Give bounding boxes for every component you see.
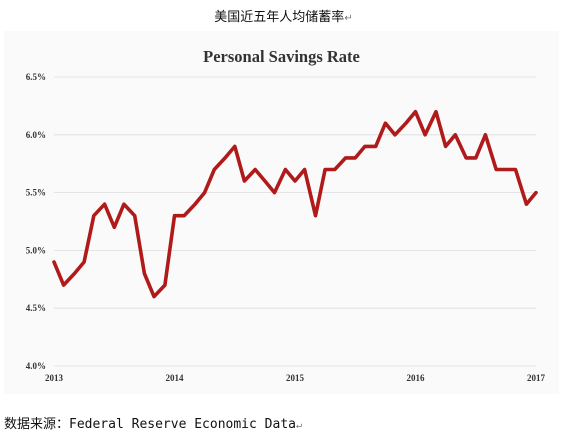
x-tick-label: 2015: [286, 373, 305, 383]
document-title-text: 美国近五年人均储蓄率: [214, 10, 345, 25]
y-tick-label: 4.0%: [26, 361, 46, 371]
y-tick-label: 5.0%: [26, 245, 46, 255]
x-tick-label: 2013: [45, 373, 64, 383]
source-text: 数据来源：Federal Reserve Economic Data: [4, 417, 296, 432]
paragraph-mark-icon: ↵: [295, 420, 303, 431]
paragraph-mark-icon: ↵: [344, 13, 353, 24]
y-tick-label: 5.5%: [26, 188, 46, 198]
x-tick-label: 2014: [166, 373, 185, 383]
document-title: 美国近五年人均储蓄率↵: [0, 6, 567, 25]
savings-rate-line-chart: 4.0% 4.5% 5.0% 5.5% 6.0% 6.5% 2013 2014 2015 2016…: [26, 72, 546, 383]
y-tick-label: 6.0%: [26, 130, 46, 140]
x-tick-label: 2017: [527, 373, 546, 383]
savings-rate-line: [52, 109, 538, 299]
y-tick-label: 4.5%: [26, 303, 46, 313]
y-tick-label: 6.5%: [26, 72, 46, 82]
x-tick-label: 2016: [407, 373, 426, 383]
source-caption: 数据来源：Federal Reserve Economic Data↵: [4, 413, 302, 432]
chart-title: Personal Savings Rate: [203, 47, 360, 66]
chart-frame: Personal Savings Rate 4.0% 4.5% 5.0% 5.5% 6.…: [4, 31, 559, 394]
